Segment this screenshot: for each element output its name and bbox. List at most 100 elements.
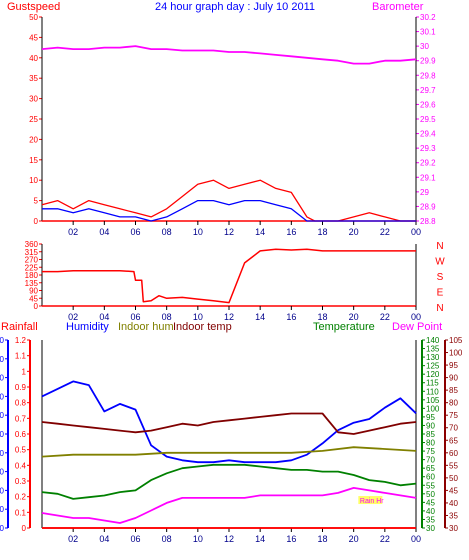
gust-axis-tick-label: 45 <box>29 33 38 42</box>
temp-axis-tick-label: 95 <box>426 413 435 422</box>
direction-axis-tick-label: 180 <box>25 271 39 280</box>
top-x-tick-label: 00 <box>411 227 421 237</box>
dew-axis-tick-label: 35 <box>449 511 458 520</box>
humidity-axis-tick-label: 40 <box>0 449 5 458</box>
bot-x-tick-label: 18 <box>317 534 327 544</box>
top-x-tick-label: 18 <box>317 227 327 237</box>
gust-axis-tick-label: 10 <box>29 176 38 185</box>
direction-axis-tick-label: 45 <box>29 294 38 303</box>
compass-label: N <box>436 241 443 252</box>
rain-axis-tick-label: 0.7 <box>15 414 27 423</box>
bot-x-tick-label: 00 <box>411 534 421 544</box>
direction-axis-tick-label: 315 <box>25 248 39 257</box>
rain-axis-tick-label: 1 <box>22 367 27 376</box>
rain-axis-tick-label: 0.5 <box>15 446 27 455</box>
baro-axis-tick-label: 29.9 <box>420 57 436 66</box>
rain-axis-tick-label: 1.2 <box>15 336 27 345</box>
humidity-axis-tick-label: 20 <box>0 486 5 495</box>
top-x-ticks: 02 04 06 08 10 12 14 16 18 20 22 00 <box>68 221 421 237</box>
bot-x-tick-label: 04 <box>99 534 109 544</box>
baro-axis-tick-label: 29 <box>420 188 429 197</box>
mid-x-tick-label: 02 <box>68 312 78 322</box>
temp-axis-tick-label: 30 <box>426 524 435 533</box>
baro-axis-tick-label: 29.2 <box>420 159 436 168</box>
rain-axis-tick-label: 0.1 <box>15 508 27 517</box>
wind-speed-series <box>42 199 416 222</box>
top-x-tick-label: 14 <box>255 227 265 237</box>
dew-axis-tick-label: 80 <box>449 399 458 408</box>
bot-x-tick-label: 08 <box>162 534 172 544</box>
top-x-tick-label: 10 <box>193 227 203 237</box>
mid-x-tick-label: 14 <box>255 312 265 322</box>
bot-x-tick-label: 12 <box>224 534 234 544</box>
mid-x-tick-label: 10 <box>193 312 203 322</box>
temperature-label: Temperature <box>313 321 375 333</box>
baro-axis-tick-label: 29.4 <box>420 130 436 139</box>
barometer-series <box>41 45 417 65</box>
gust-axis-tick-label: 35 <box>29 74 38 83</box>
dew-axis-tick-label: 105 <box>449 336 463 345</box>
gust-axis-tick-label: 5 <box>34 197 39 206</box>
compass-label: N <box>436 303 443 314</box>
compass-label: S <box>437 272 444 283</box>
temp-axis-tick-label: 135 <box>426 345 440 354</box>
compass-label: E <box>437 288 444 299</box>
barometer-label: Barometer <box>372 1 424 13</box>
gust-axis-tick-label: 0 <box>34 217 39 226</box>
mid-x-tick-label: 12 <box>224 312 234 322</box>
dew-axis-tick-label: 75 <box>449 411 458 420</box>
dew-axis-tick-label: 65 <box>449 436 458 445</box>
indoor-temp-series <box>41 412 417 435</box>
climate-panel: 010203040506070809010000.10.20.30.40.50.… <box>0 336 463 544</box>
baro-axis-tick-label: 29.5 <box>420 115 436 124</box>
top-x-tick-label: 22 <box>380 227 390 237</box>
top-x-tick-label: 12 <box>224 227 234 237</box>
dew-axis-tick-label: 70 <box>449 424 458 433</box>
baro-axis-tick-label: 28.9 <box>420 202 436 211</box>
temp-axis-tick-label: 65 <box>426 464 435 473</box>
baro-axis-tick-label: 29.6 <box>420 100 436 109</box>
gust-axis-tick-label: 40 <box>29 54 38 63</box>
temp-axis-tick-label: 100 <box>426 404 440 413</box>
indoor-hum-label: Indoor hum <box>118 321 174 333</box>
rain-axis-tick-label: 1.1 <box>15 352 27 361</box>
temp-axis-tick-label: 70 <box>426 456 435 465</box>
baro-axis-tick-label: 29.3 <box>420 144 436 153</box>
temp-axis-tick-label: 125 <box>426 362 440 371</box>
chart-title: 24 hour graph day : July 10 2011 <box>155 1 315 13</box>
bot-x-ticks: 02 04 06 08 10 12 14 16 18 20 22 00 <box>68 528 421 544</box>
indoor-hum-series <box>41 446 417 458</box>
dew-axis-tick-label: 100 <box>449 349 463 358</box>
bot-x-tick-label: 10 <box>193 534 203 544</box>
gust-axis-tick-label: 20 <box>29 135 38 144</box>
direction-axis-tick-label: 135 <box>25 279 39 288</box>
dew-axis-tick-label: 50 <box>449 474 458 483</box>
temp-axis-tick-label: 105 <box>426 396 440 405</box>
mid-x-tick-label: 20 <box>349 312 359 322</box>
mid-x-tick-label: 04 <box>99 312 109 322</box>
mid-x-tick-label: 00 <box>411 312 421 322</box>
dew-axis-tick-label: 90 <box>449 374 458 383</box>
mid-x-tick-label: 18 <box>317 312 327 322</box>
temp-axis-tick-label: 75 <box>426 447 435 456</box>
humidity-axis-tick-label: 30 <box>0 468 5 477</box>
wind-direction-series <box>42 248 416 304</box>
direction-axis-tick-label: 360 <box>25 240 39 249</box>
dew-axis-tick-label: 40 <box>449 499 458 508</box>
dew-axis-tick-label: 60 <box>449 449 458 458</box>
temp-axis-tick-label: 115 <box>426 379 439 388</box>
rain-axis-tick-label: 0.3 <box>15 477 27 486</box>
direction-axis-tick-label: 225 <box>25 263 39 272</box>
bot-x-tick-label: 16 <box>286 534 296 544</box>
rain-axis-tick-label: 0.6 <box>15 430 27 439</box>
rain-axis-tick-label: 0.9 <box>15 383 27 392</box>
rain-hr-highlight <box>358 496 383 505</box>
baro-axis-tick-label: 30 <box>420 42 429 51</box>
baro-axis-tick-label: 30.2 <box>420 13 436 22</box>
dew-point-series <box>41 486 417 524</box>
temp-axis-tick-label: 90 <box>426 421 435 430</box>
rainfall-label: Rainfall <box>1 321 38 333</box>
temp-axis-tick-label: 60 <box>426 473 435 482</box>
